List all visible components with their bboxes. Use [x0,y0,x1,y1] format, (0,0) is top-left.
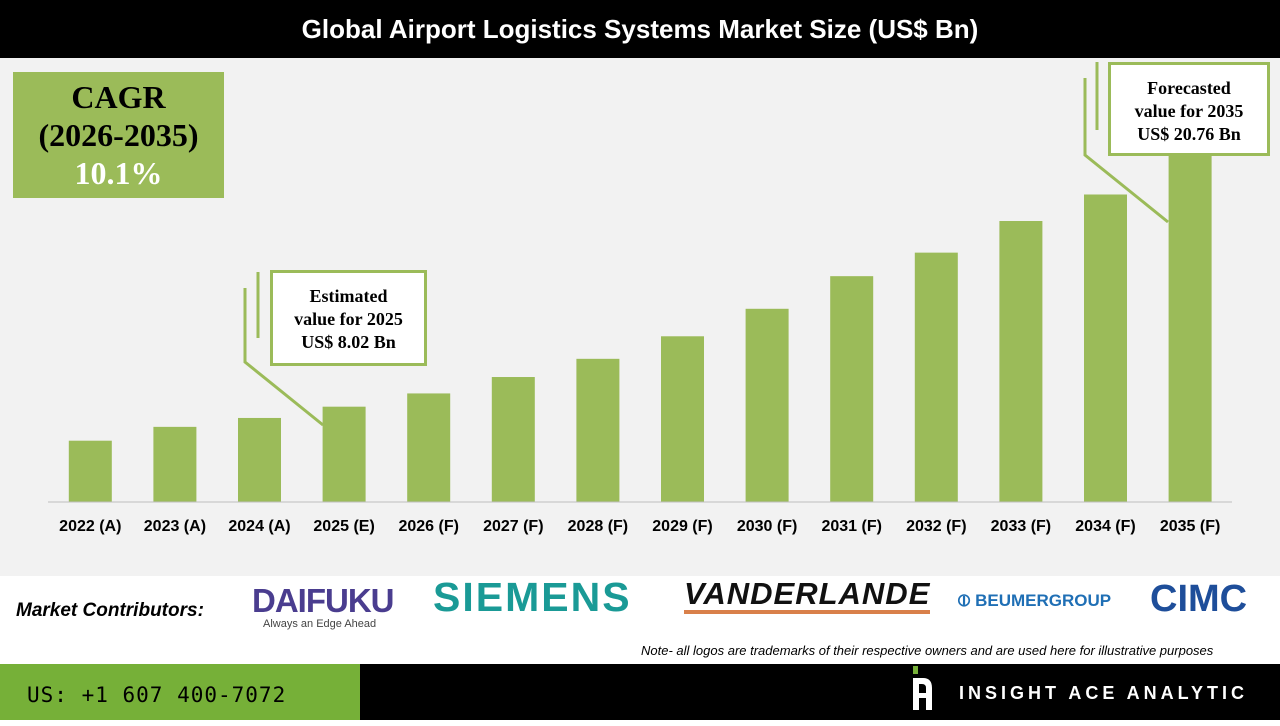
bar-2025 (E) [322,406,366,502]
x-tick-label: 2024 (A) [228,518,290,535]
bar-2026 (F) [407,393,451,502]
x-tick-label: 2031 (F) [821,518,881,535]
phone-number: US: +1 607 400-7072 [0,664,360,720]
x-tick-label: 2027 (F) [483,518,543,535]
contributors-label: Market Contributors: [16,600,204,621]
bar-2034 (F) [1084,194,1127,502]
cagr-value: 10.1% [74,155,163,191]
bar-2033 (F) [999,220,1043,502]
vanderlande-logo: VANDERLANDE [684,578,931,614]
x-tick-label: 2026 (F) [398,518,458,535]
callout-line: US$ 20.76 Bn [1137,124,1241,144]
x-tick-label: 2022 (A) [59,518,121,535]
callout-line: Estimated [309,286,388,306]
x-tick-label: 2032 (F) [906,518,966,535]
chart-title: Global Airport Logistics Systems Market … [0,0,1280,58]
callout-leader-2025 [243,288,324,427]
cagr-period: (2026-2035) [38,117,199,153]
bar-2022 (A) [68,440,112,502]
x-tick-label: 2023 (A) [144,518,206,535]
daifuku-logo: DAIFUKU [252,582,394,619]
callout-line: value for 2035 [1134,101,1244,121]
bar-2024 (A) [238,417,281,502]
bar-2030 (F) [745,308,789,502]
cimc-logo: CIMC [1150,578,1248,620]
x-tick-label: 2035 (F) [1160,518,1220,535]
x-tick-label: 2030 (F) [737,518,797,535]
daifuku-tagline: Always an Edge Ahead [263,618,377,630]
callout-line: Forecasted [1147,78,1231,98]
insightace-logo-icon [913,666,932,710]
x-tick-label: 2025 (E) [313,518,374,535]
bar-2032 (F) [914,252,958,502]
x-tick-label: 2033 (F) [991,518,1051,535]
forecast-callout: Forecasted value for 2035 US$ 20.76 Bn [1108,62,1270,156]
callout-line: value for 2025 [294,309,403,329]
bar-2027 (F) [491,377,535,502]
bar-2023 (A) [153,426,197,502]
estimated-callout: Estimated value for 2025 US$ 8.02 Bn [270,270,427,366]
cagr-label: CAGR [71,79,166,115]
x-tick-label: 2029 (F) [652,518,712,535]
bar-2031 (F) [830,276,874,502]
trademark-note: Note- all logos are trademarks of their … [641,643,1214,658]
bar-2028 (F) [576,358,620,502]
footer-bar [360,664,1280,720]
beumergroup-text: BEUMERGROUP [975,591,1112,610]
x-tick-label: 2034 (F) [1075,518,1135,535]
bar-2035 (F) [1168,154,1212,502]
cagr-box: CAGR (2026-2035) 10.1% [13,72,224,198]
bar-chart: 2022 (A) 2023 (A) 2024 (A) 2025 (E) 2026 (F)… [48,62,1232,535]
callout-line: US$ 8.02 Bn [301,332,396,352]
beumergroup-logo: ⦶ BEUMERGROUP [958,591,1112,610]
callout-leader-2035 [1083,78,1169,224]
x-tick-label: 2028 (F) [568,518,628,535]
siemens-logo: SIEMENS [433,574,632,620]
bar-2029 (F) [661,336,704,502]
brand-name: INSIGHT ACE ANALYTIC [959,683,1249,703]
